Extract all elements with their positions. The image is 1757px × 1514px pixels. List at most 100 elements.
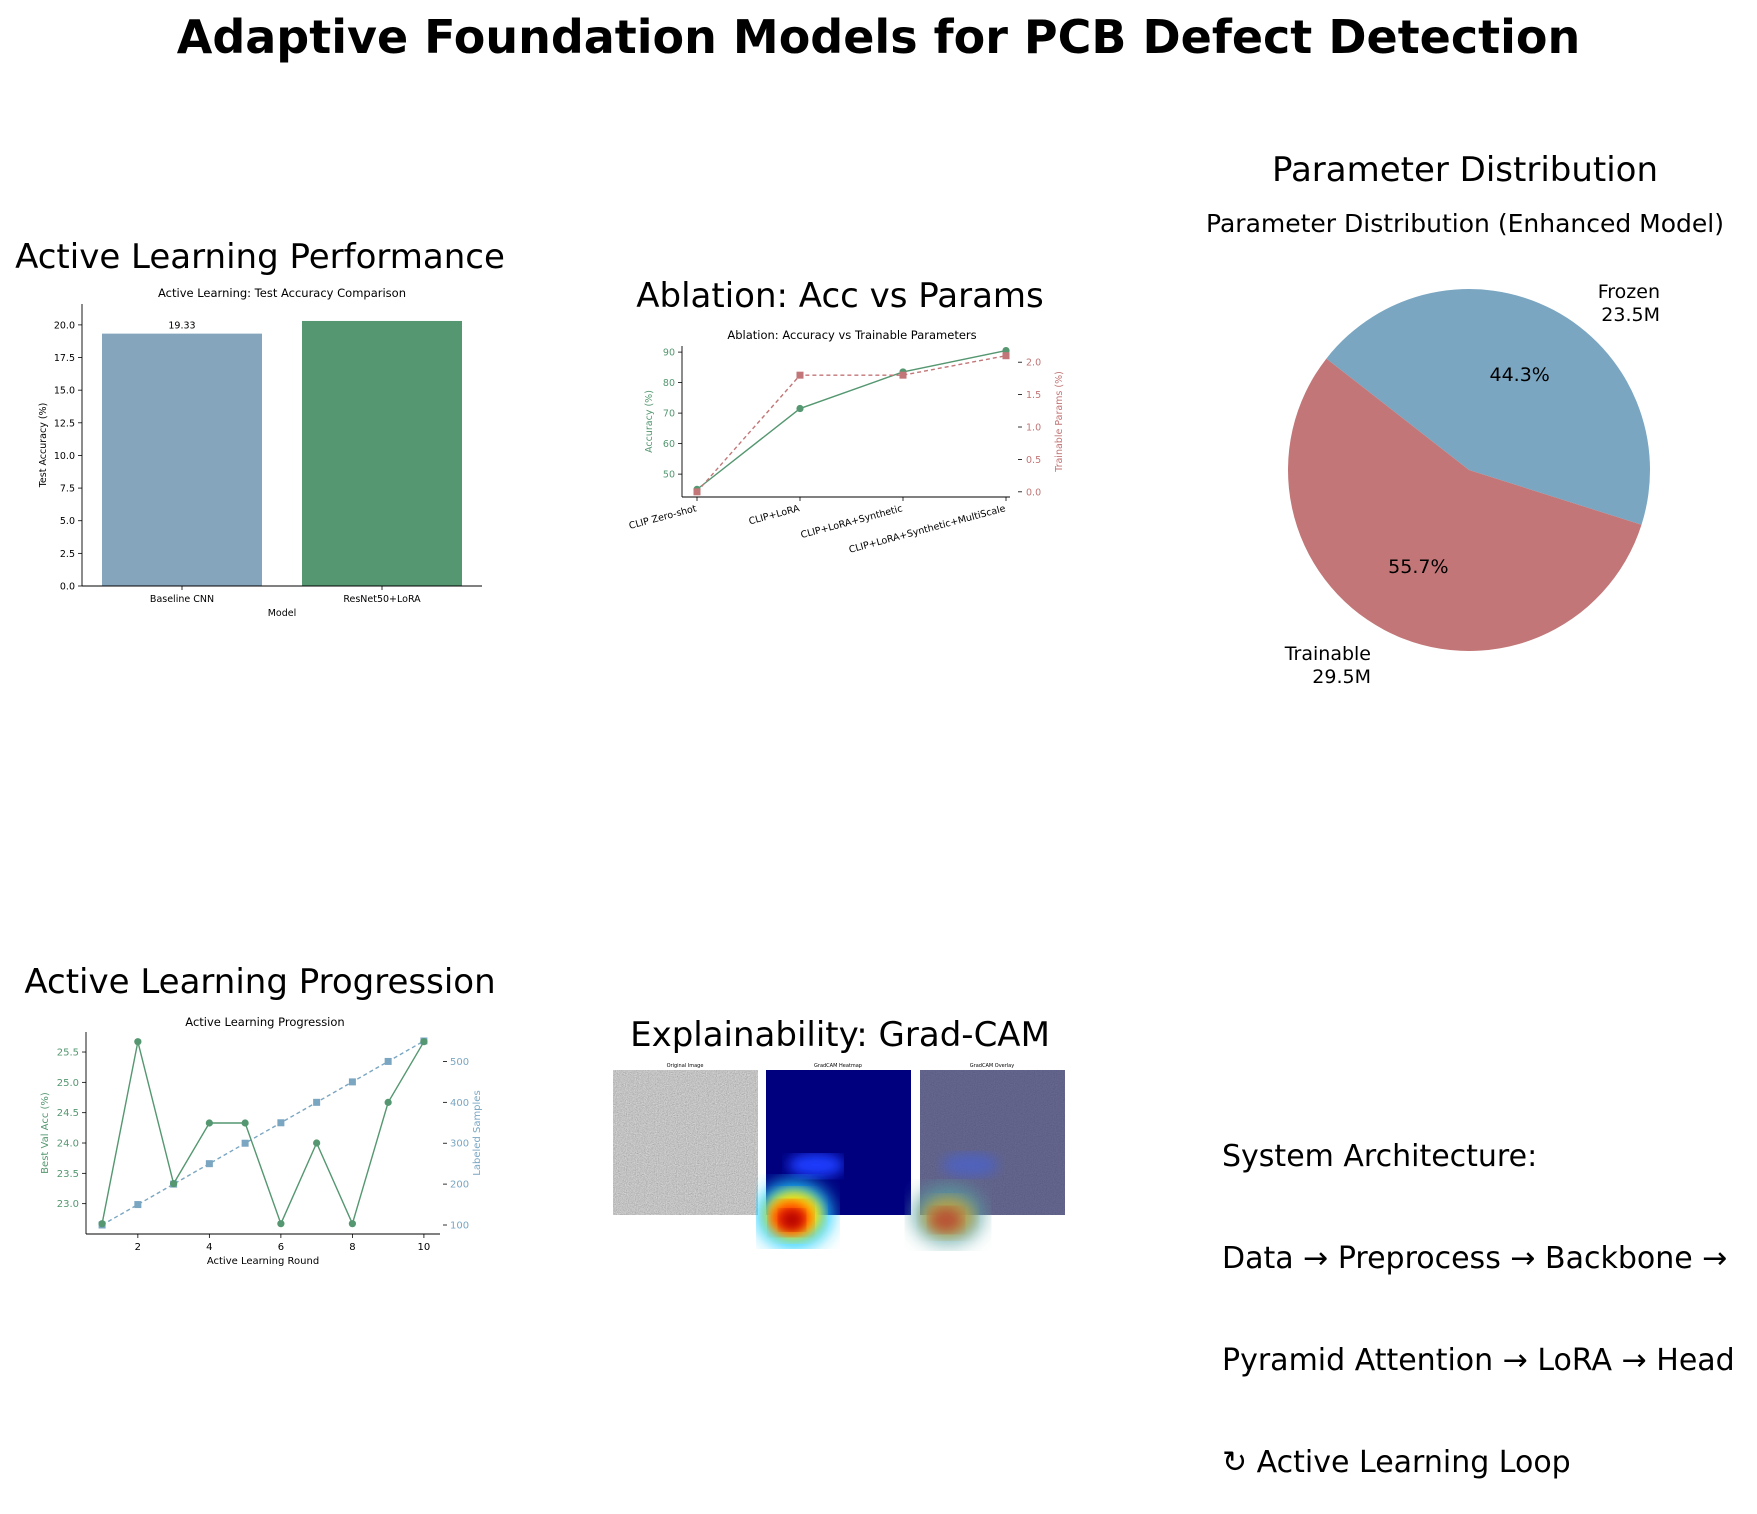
point-params bbox=[1002, 352, 1010, 360]
series-line-labeled-samples bbox=[101, 1040, 425, 1226]
point-labeled-samples bbox=[348, 1078, 356, 1086]
x-axis-label: Model bbox=[268, 608, 297, 619]
point-val-acc bbox=[348, 1220, 356, 1228]
y-tick-label: 25.0 bbox=[57, 1078, 79, 1089]
y2-tick-label: 100 bbox=[450, 1221, 469, 1232]
series-line-params bbox=[696, 355, 1007, 493]
bar-chart-test-accuracy: Active Learning: Test Accuracy Compariso… bbox=[38, 286, 482, 619]
pie-value-label-frozen: 23.5M bbox=[1601, 304, 1660, 326]
gradcam-heatmap bbox=[756, 1070, 911, 1249]
x-tick-label: CLIP Zero-shot bbox=[628, 503, 698, 532]
pie-value-label-trainable: 29.5M bbox=[1312, 666, 1371, 688]
pie-slice-frozen bbox=[1326, 289, 1650, 525]
panel-title-progression: Active Learning Progression bbox=[24, 962, 496, 1002]
y-axis-label: Test Accuracy (%) bbox=[38, 403, 49, 489]
y-tick-label: 80 bbox=[663, 378, 675, 389]
pie-label-trainable: Trainable bbox=[1284, 643, 1371, 665]
pie-chart-title: Parameter Distribution (Enhanced Model) bbox=[1206, 209, 1724, 238]
chart-title: Active Learning Progression bbox=[185, 1015, 344, 1029]
pie-pct-label: 44.3% bbox=[1489, 364, 1549, 386]
architecture-line: ↻ Active Learning Loop bbox=[1222, 1445, 1571, 1480]
y-tick-label: 24.5 bbox=[57, 1108, 79, 1119]
x-tick-label: 6 bbox=[278, 1242, 284, 1253]
chart-title: Ablation: Accuracy vs Trainable Paramete… bbox=[727, 328, 976, 342]
y2-axis-label: Labeled Samples bbox=[472, 1090, 483, 1175]
x-tick-label: 4 bbox=[206, 1242, 212, 1253]
y-tick-label: 23.0 bbox=[57, 1199, 79, 1210]
point-val-acc bbox=[205, 1119, 213, 1127]
y-tick-label: 15.0 bbox=[54, 386, 75, 397]
gradcam-label-overlay: GradCAM Overlay bbox=[970, 1063, 1014, 1069]
y-tick-label: 17.5 bbox=[54, 353, 75, 364]
panel-title-ablation: Ablation: Acc vs Params bbox=[636, 276, 1044, 316]
point-labeled-samples bbox=[313, 1098, 321, 1106]
bar bbox=[102, 333, 262, 586]
point-labeled-samples bbox=[241, 1139, 249, 1147]
point-accuracy bbox=[796, 404, 804, 413]
series-line-val-acc bbox=[101, 1041, 425, 1226]
system-architecture-text: System Architecture: Data → Preprocess →… bbox=[1222, 1072, 1735, 1514]
y-tick-label: 23.5 bbox=[57, 1169, 79, 1180]
y-tick-label: 50 bbox=[663, 470, 675, 481]
x-tick-label: 2 bbox=[135, 1242, 141, 1253]
line-chart-ablation: Ablation: Accuracy vs Trainable Paramete… bbox=[628, 328, 1065, 556]
pie-pct-label: 55.7% bbox=[1388, 556, 1448, 578]
y2-tick-label: 0.0 bbox=[1026, 487, 1041, 498]
pie-label-frozen: Frozen bbox=[1598, 281, 1660, 303]
architecture-line: System Architecture: bbox=[1222, 1139, 1538, 1174]
panel-title-explainability: Explainability: Grad-CAM bbox=[630, 1015, 1050, 1055]
chart-title: Active Learning: Test Accuracy Compariso… bbox=[158, 286, 406, 300]
y-tick-label: 90 bbox=[663, 348, 675, 359]
y2-tick-label: 1.0 bbox=[1026, 423, 1041, 434]
pie-slice-trainable bbox=[1288, 358, 1642, 651]
series-line-accuracy bbox=[696, 349, 1007, 490]
bar bbox=[302, 320, 462, 586]
point-val-acc bbox=[134, 1038, 142, 1046]
gradcam-label-original: Original Image bbox=[667, 1063, 704, 1069]
point-val-acc bbox=[277, 1220, 285, 1228]
x-axis-label: Active Learning Round bbox=[207, 1256, 319, 1267]
y-tick-label: 25.5 bbox=[57, 1048, 79, 1059]
x-tick-label: Baseline CNN bbox=[150, 594, 214, 605]
point-val-acc bbox=[98, 1220, 106, 1228]
y2-axis-label: Trainable Params (%) bbox=[1054, 371, 1065, 473]
y-tick-label: 2.5 bbox=[60, 549, 75, 560]
y-tick-label: 12.5 bbox=[54, 418, 75, 429]
x-tick-label: ResNet50+LoRA bbox=[343, 594, 421, 605]
x-tick-label: 10 bbox=[418, 1242, 431, 1253]
y2-tick-label: 2.0 bbox=[1026, 358, 1041, 369]
y-tick-label: 70 bbox=[663, 409, 675, 420]
point-val-acc bbox=[313, 1139, 321, 1147]
y-tick-label: 10.0 bbox=[54, 451, 75, 462]
point-val-acc bbox=[241, 1119, 249, 1127]
y2-tick-label: 400 bbox=[450, 1098, 469, 1109]
gradcam-label-heatmap: GradCAM Heatmap bbox=[814, 1063, 862, 1069]
y2-tick-label: 500 bbox=[450, 1057, 469, 1068]
y-tick-label: 7.5 bbox=[60, 484, 75, 495]
y-tick-label: 5.0 bbox=[60, 516, 75, 527]
point-val-acc bbox=[170, 1180, 178, 1188]
point-labeled-samples bbox=[277, 1119, 285, 1127]
gradcam-overlay bbox=[912, 1070, 1065, 1245]
original-image bbox=[613, 1070, 758, 1215]
y-tick-label: 20.0 bbox=[54, 320, 75, 331]
main-title: Adaptive Foundation Models for PCB Defec… bbox=[176, 10, 1581, 64]
panel-title-param-dist: Parameter Distribution bbox=[1271, 150, 1659, 190]
architecture-line: Data → Preprocess → Backbone → bbox=[1222, 1241, 1728, 1276]
line-chart-progression: Active Learning Progression 23.0 23.5 24.0 2… bbox=[40, 1015, 483, 1267]
point-labeled-samples bbox=[134, 1201, 142, 1209]
point-labeled-samples bbox=[384, 1057, 392, 1065]
point-params bbox=[693, 488, 701, 496]
x-tick-label: CLIP+LoRA bbox=[748, 503, 802, 527]
point-labeled-samples bbox=[205, 1160, 213, 1168]
y2-tick-label: 1.5 bbox=[1026, 390, 1041, 401]
point-params bbox=[899, 371, 907, 379]
y-axis-label: Best Val Acc (%) bbox=[40, 1092, 51, 1174]
y-tick-label: 24.0 bbox=[57, 1139, 79, 1150]
point-params bbox=[796, 371, 804, 379]
data-label: 19.33 bbox=[168, 321, 195, 332]
architecture-line: Pyramid Attention → LoRA → Head bbox=[1222, 1343, 1735, 1378]
point-val-acc bbox=[384, 1098, 392, 1106]
y-tick-label: 0.0 bbox=[60, 582, 75, 593]
